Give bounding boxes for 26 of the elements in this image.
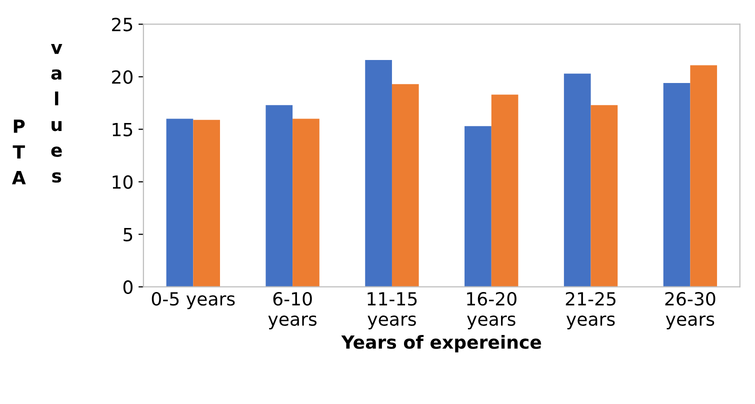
bar xyxy=(193,120,220,287)
bar xyxy=(590,105,618,287)
bar xyxy=(166,118,194,287)
bar xyxy=(464,126,492,287)
y-tick-label: 15 xyxy=(112,122,132,136)
bar xyxy=(690,65,718,287)
bar xyxy=(392,84,419,287)
y-tick-label: 10 xyxy=(112,175,133,189)
bar xyxy=(365,60,392,287)
text: PTA values xyxy=(12,44,62,184)
bar xyxy=(491,94,518,287)
x-tick-label: 16-20 years xyxy=(467,292,516,330)
x-tick-label: 0-5 years xyxy=(152,292,235,310)
x-tick-label: 11-15 years xyxy=(368,292,417,330)
x-tick-label: 6-10 years xyxy=(268,292,317,330)
bar xyxy=(266,105,293,287)
x-tick-label: 21-25 years xyxy=(566,292,616,330)
y-tick-label: 20 xyxy=(112,70,133,84)
y-tick-label: 25 xyxy=(112,18,132,32)
x-tick-label: 26-30 years xyxy=(665,292,716,330)
bar xyxy=(564,74,591,287)
x-axis-title: Years of expereince xyxy=(341,334,542,352)
y-tick-label: 5 xyxy=(124,228,132,242)
y-tick-label: 0 xyxy=(123,280,133,294)
bar xyxy=(292,118,320,287)
bar xyxy=(663,83,690,287)
